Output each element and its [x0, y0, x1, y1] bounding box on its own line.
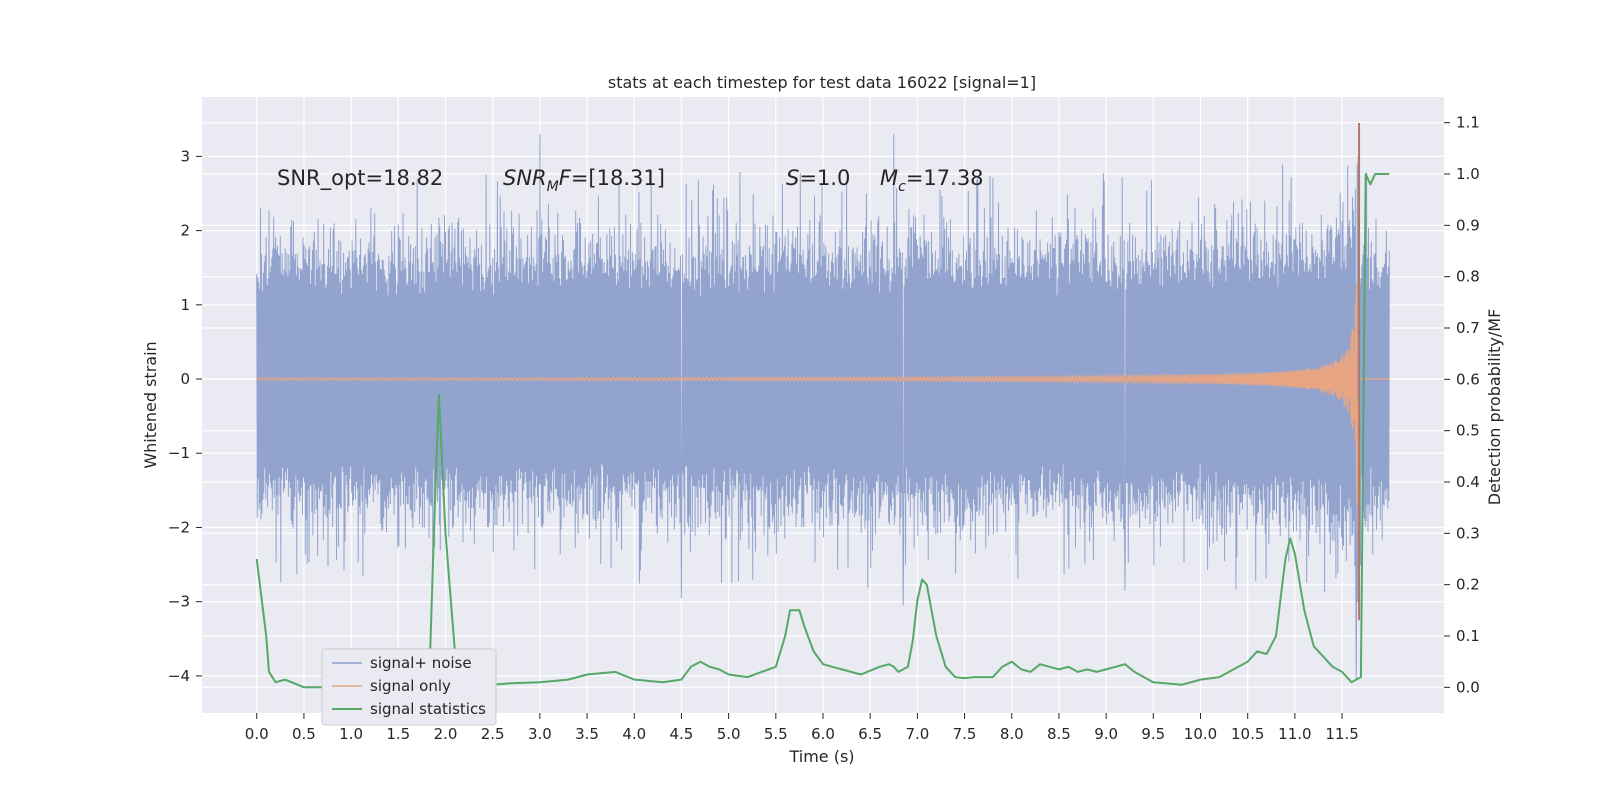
snr-mf-rest: F: [559, 166, 572, 190]
series-signal-noise: [256, 134, 1390, 680]
y-tick-label: 1: [180, 296, 190, 314]
mc-symbol: M: [880, 166, 898, 190]
y-tick-label: −2: [168, 518, 190, 536]
s-value: =1.0: [799, 166, 850, 190]
mc-sub: c: [898, 179, 906, 195]
x-tick-label: 11.0: [1278, 725, 1311, 743]
x-tick-label: 5.0: [717, 725, 741, 743]
y2-tick-label: 0.2: [1456, 576, 1480, 594]
x-tick-label: 3.5: [575, 725, 599, 743]
snr-mf-value: =[18.31]: [571, 166, 665, 190]
y2-tick-label: 0.7: [1456, 319, 1480, 337]
x-tick-label: 5.5: [764, 725, 788, 743]
y-axis-label: Whitened strain: [141, 341, 160, 468]
legend-label-signal-noise: signal+ noise: [370, 654, 472, 672]
y-tick-label: 2: [180, 222, 190, 240]
y2-tick-label: 1.1: [1456, 114, 1480, 132]
y2-tick-label: 0.3: [1456, 524, 1480, 542]
y-tick-label: 0: [180, 370, 190, 388]
snr-mf-sub: M: [547, 179, 559, 195]
y2-tick-label: 0.8: [1456, 268, 1480, 286]
y2-tick-label: 0.9: [1456, 216, 1480, 234]
x-tick-label: 10.5: [1231, 725, 1264, 743]
x-tick-label: 9.5: [1141, 725, 1165, 743]
y2-tick-label: 0.4: [1456, 473, 1480, 491]
annotation-s: S=1.0: [786, 166, 850, 190]
annotation-snr-opt: SNR_opt=18.82: [277, 166, 443, 191]
y2-tick-label: 1.0: [1456, 165, 1480, 183]
y-tick-label: −1: [168, 444, 190, 462]
y2-tick-label: 0.0: [1456, 678, 1480, 696]
x-tick-label: 7.0: [905, 725, 929, 743]
series-signal-only: [256, 282, 1390, 565]
s-symbol: S: [786, 166, 799, 190]
annotation-mc: Mc=17.38: [880, 166, 984, 195]
y-tick-label: −3: [168, 593, 190, 611]
x-tick-label: 1.5: [386, 725, 410, 743]
x-tick-label: 8.0: [1000, 725, 1024, 743]
x-tick-label: 11.5: [1325, 725, 1358, 743]
legend-label-signal-statistics: signal statistics: [370, 700, 486, 718]
x-tick-label: 6.5: [858, 725, 882, 743]
x-tick-label: 2.0: [434, 725, 458, 743]
x-tick-label: 10.0: [1184, 725, 1217, 743]
y-tick-label: −4: [168, 667, 190, 685]
legend-label-signal-only: signal only: [370, 677, 451, 695]
x-tick-label: 0.5: [292, 725, 316, 743]
x-tick-label: 8.5: [1047, 725, 1071, 743]
mc-value: =17.38: [906, 166, 984, 190]
y-tick-label: 3: [180, 147, 190, 165]
x-tick-label: 0.0: [245, 725, 269, 743]
snr-mf-base: SNR: [503, 166, 547, 190]
y2-tick-label: 0.5: [1456, 422, 1480, 440]
legend: signal+ noise signal only signal statist…: [321, 648, 497, 726]
x-tick-label: 7.5: [953, 725, 977, 743]
x-tick-label: 9.0: [1094, 725, 1118, 743]
x-tick-label: 3.0: [528, 725, 552, 743]
legend-frame: [321, 648, 497, 726]
y2-tick-label: 0.6: [1456, 370, 1480, 388]
x-tick-label: 1.0: [339, 725, 363, 743]
x-tick-label: 2.5: [481, 725, 505, 743]
x-tick-label: 4.5: [670, 725, 694, 743]
y2-tick-label: 0.1: [1456, 627, 1480, 645]
x-axis-label: Time (s): [788, 747, 854, 766]
annotation-snr-mf: SNRMF=[18.31]: [503, 166, 665, 195]
x-tick-label: 6.0: [811, 725, 835, 743]
x-tick-label: 4.0: [622, 725, 646, 743]
y2-axis-label: Detection probability/MF: [1485, 309, 1504, 506]
chart-title: stats at each timestep for test data 160…: [608, 73, 1036, 92]
